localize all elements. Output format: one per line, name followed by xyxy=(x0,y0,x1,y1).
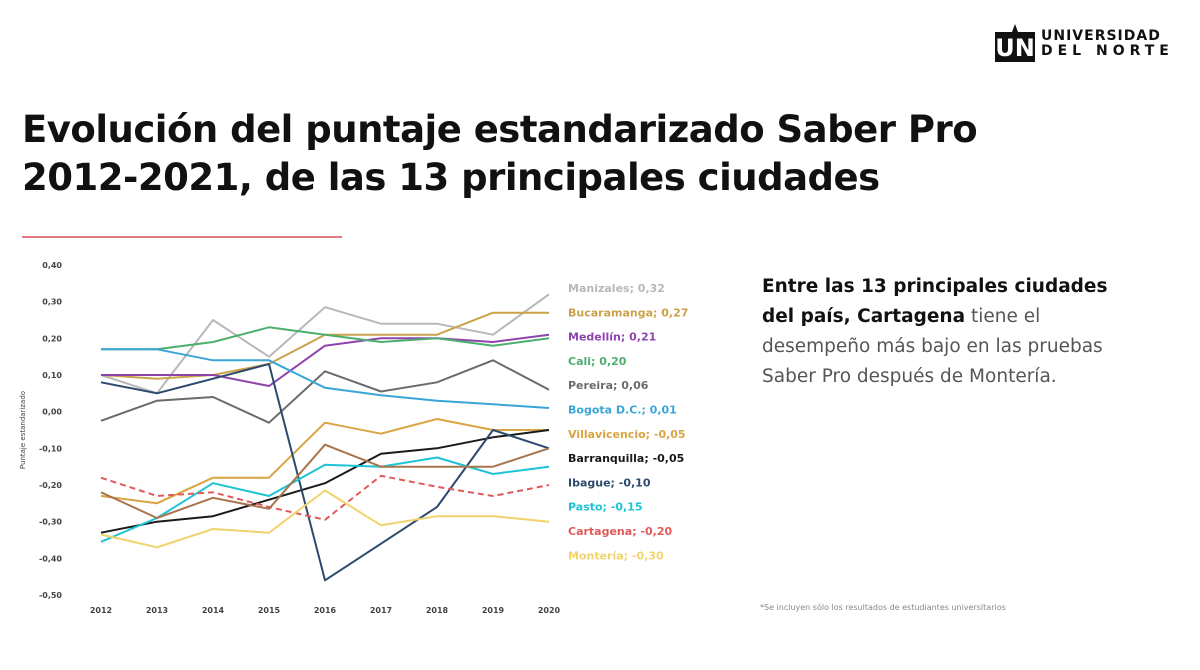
legend-entry: Montería; -0,30 xyxy=(568,549,664,562)
line-chart: 0,40 0,30 0,20 0,10 0,00 -0,10 -0,20 -0,30 -0,40… xyxy=(19,261,688,615)
x-tick-label: 2018 xyxy=(426,606,449,615)
y-tick-label: 0,30 xyxy=(42,298,62,307)
title-line-2: 2012-2021, de las 13 principales ciudade… xyxy=(22,156,880,199)
title-line-1: Evolución del puntaje estandarizado Sabe… xyxy=(22,108,978,151)
y-tick-label: -0,40 xyxy=(39,554,62,563)
series-line-monter-a xyxy=(100,489,550,549)
y-axis-label: Puntaje estandarizado xyxy=(19,391,27,469)
y-tick-label: -0,10 xyxy=(39,444,62,453)
legend-entry: Bogota D.C.; 0,01 xyxy=(568,404,677,417)
y-tick-label: -0,30 xyxy=(39,518,62,527)
x-tick-label: 2015 xyxy=(258,606,281,615)
x-tick-label: 2014 xyxy=(202,606,225,615)
series-line-cartagena xyxy=(100,474,550,521)
side-text-normal: tiene el desempeño más bajo en las prueb… xyxy=(762,306,1103,387)
university-logo: UN UNIVERSIDAD DEL NORTE xyxy=(993,22,1174,66)
legend-entry: Pasto; -0,15 xyxy=(568,501,643,514)
y-tick-label: -0,50 xyxy=(39,591,62,600)
series-line-ibague xyxy=(100,363,550,582)
series-line-barranquilla xyxy=(100,429,550,534)
svg-text:UN: UN xyxy=(995,34,1035,62)
legend-entry: Ibague; -0,10 xyxy=(568,476,651,489)
side-text: Entre las 13 principales ciudades del pa… xyxy=(762,272,1142,392)
x-tick-label: 2012 xyxy=(90,606,112,615)
x-tick-label: 2016 xyxy=(314,606,337,615)
legend-entry: Barranquilla; -0,05 xyxy=(568,452,684,465)
x-tick-label: 2017 xyxy=(370,606,392,615)
y-tick-label: 0,00 xyxy=(42,408,62,417)
y-tick-label: 0,20 xyxy=(42,334,62,343)
page-title: Evolución del puntaje estandarizado Sabe… xyxy=(22,106,1022,202)
legend-entry: Pereira; 0,06 xyxy=(568,379,649,392)
y-tick-label: 0,10 xyxy=(42,371,62,380)
title-divider xyxy=(22,236,342,238)
x-tick-label: 2020 xyxy=(538,606,561,615)
x-tick-label: 2013 xyxy=(146,606,168,615)
footnote: *Se incluyen sólo los resultados de estu… xyxy=(760,603,1006,612)
legend-entry: Manizales; 0,32 xyxy=(568,282,665,295)
brand-line2: DEL NORTE xyxy=(1041,43,1174,59)
series-line-cali xyxy=(101,326,550,351)
legend-entry: Medellín; 0,21 xyxy=(568,331,656,344)
series-line-villavicencio xyxy=(100,418,549,505)
university-logo-icon: UN xyxy=(995,24,1035,62)
legend-entry: Bucaramanga; 0,27 xyxy=(568,306,688,319)
side-text-bold: Entre las 13 principales ciudades del pa… xyxy=(762,276,1108,327)
x-tick-label: 2019 xyxy=(482,606,505,615)
y-tick-label: 0,40 xyxy=(42,261,62,270)
series-line-bogota-d-c- xyxy=(101,348,550,409)
series-line-pereira xyxy=(100,359,550,424)
series-line-manizales xyxy=(100,293,550,395)
legend-entry: Cali; 0,20 xyxy=(568,355,627,368)
series-line-unlabeled xyxy=(100,443,550,519)
legend-entry: Cartagena; -0,20 xyxy=(568,525,672,538)
series-line-pasto xyxy=(100,456,550,543)
brand-line1: UNIVERSIDAD xyxy=(1041,28,1161,44)
y-tick-label: -0,20 xyxy=(39,481,62,490)
series-line-medell-n xyxy=(101,333,550,387)
legend-entry: Villavicencio; -0,05 xyxy=(568,428,686,441)
